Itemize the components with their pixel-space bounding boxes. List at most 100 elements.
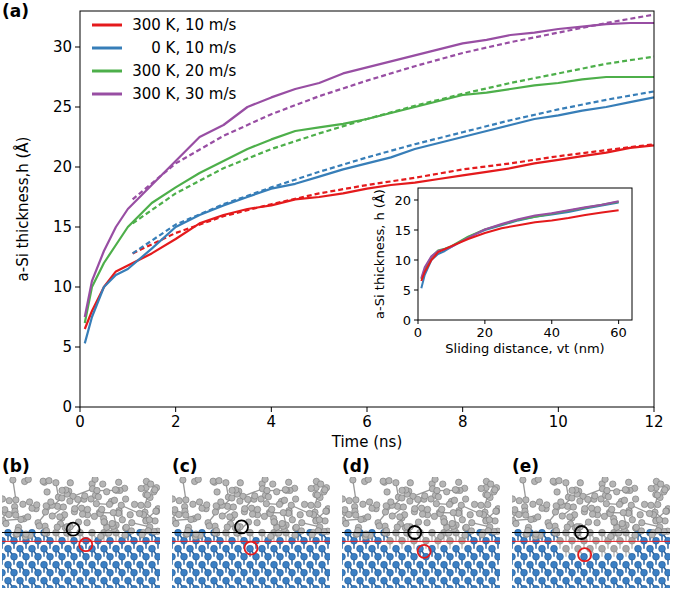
amorphous-atom: [314, 492, 320, 498]
amorphous-atom: [358, 516, 364, 522]
amorphous-atom: [285, 479, 291, 485]
crystal-atom: [47, 569, 54, 576]
amorphous-atom: [262, 477, 268, 482]
crystal-atom: [527, 545, 534, 552]
amorphous-atom: [567, 514, 573, 520]
amorphous-atom: [397, 514, 403, 520]
amorphous-atom: [273, 489, 279, 495]
crystal-atom: [83, 569, 90, 576]
crystal-atom: [477, 577, 484, 584]
amorphous-atom: [608, 533, 614, 539]
crystal-atom: [59, 553, 66, 560]
amorphous-atom: [577, 480, 583, 486]
amorphous-atom: [271, 519, 277, 525]
crystal-atom: [405, 545, 412, 552]
amorphous-atom: [625, 479, 631, 485]
amorphous-atom: [382, 509, 388, 515]
crystal-atom: [587, 577, 594, 584]
amorphous-atom: [478, 485, 484, 491]
amorphous-atom: [99, 506, 105, 512]
y-tick-label: 15: [53, 218, 72, 236]
amorphous-atom: [224, 524, 230, 530]
amorphous-atom: [363, 531, 369, 537]
legend-swatch: [92, 93, 122, 96]
amorphous-atom: [94, 487, 100, 493]
amorphous-atom: [60, 504, 66, 510]
amorphous-atom: [44, 489, 50, 495]
amorphous-atom: [451, 497, 457, 503]
amorphous-atom: [476, 510, 482, 516]
amorphous-atom: [127, 512, 133, 518]
crystal-atom: [569, 553, 576, 560]
amorphous-atom: [263, 501, 269, 507]
crystal-atom: [387, 585, 394, 588]
amorphous-atom: [145, 528, 151, 534]
crystal-atom: [137, 561, 144, 568]
amorphous-atom: [288, 502, 294, 508]
crystal-atom: [411, 585, 418, 588]
amorphous-atom: [492, 518, 498, 524]
amorphous-atom: [110, 509, 116, 515]
amorphous-atom: [393, 480, 399, 486]
amorphous-atom: [111, 497, 117, 503]
crystal-atom: [495, 553, 500, 560]
amorphous-atom: [601, 513, 607, 519]
amorphous-atom: [513, 520, 519, 526]
crystal-atom: [77, 577, 84, 584]
crystal-atom: [35, 585, 42, 588]
crystal-atom: [495, 537, 500, 544]
amorphous-atom: [615, 530, 621, 536]
crystal-atom: [363, 585, 370, 588]
amorphous-atom: [613, 489, 619, 495]
x-tick-label: 12: [644, 413, 663, 431]
crystal-atom: [569, 569, 576, 576]
crystal-atom: [277, 537, 284, 544]
amorphous-atom: [582, 506, 588, 512]
amorphous-atom: [242, 506, 248, 512]
crystal-atom: [149, 545, 156, 552]
crystal-atom: [89, 577, 96, 584]
crystal-atom: [313, 537, 320, 544]
crystal-atom: [5, 577, 12, 584]
crystal-atom: [193, 553, 200, 560]
amorphous-atom: [54, 524, 60, 530]
amorphous-atom: [388, 499, 394, 505]
y-tick-label: 10: [53, 278, 72, 296]
crystal-atom: [653, 585, 660, 588]
crystal-atom: [435, 569, 442, 576]
crystal-atom: [545, 569, 552, 576]
amorphous-atom: [237, 480, 243, 486]
amorphous-atom: [214, 489, 220, 495]
crystal-atom: [29, 561, 36, 568]
y-tick: [75, 347, 80, 348]
crystal-atom: [277, 585, 284, 588]
crystal-atom: [617, 585, 624, 588]
crystal-atom: [155, 537, 160, 544]
crystal-atom: [307, 545, 314, 552]
crystal-atom: [557, 585, 564, 588]
amorphous-atom: [611, 519, 617, 525]
amorphous-atom: [648, 502, 654, 508]
crystal-atom: [205, 553, 212, 560]
amorphous-atom: [269, 506, 275, 512]
crystal-atom: [593, 553, 600, 560]
crystal-atom: [357, 561, 364, 568]
crystal-atom: [375, 553, 382, 560]
crystal-atom: [319, 545, 326, 552]
crystal-atom: [539, 545, 546, 552]
amorphous-atom: [380, 478, 386, 484]
crystal-atom: [217, 537, 224, 544]
amorphous-atom: [122, 496, 128, 502]
amorphous-atom: [556, 477, 562, 483]
crystal-atom: [533, 585, 540, 588]
crystal-atom: [447, 585, 454, 588]
crystal-atom: [351, 553, 358, 560]
crystal-atom: [641, 537, 648, 544]
amorphous-atom: [281, 497, 287, 503]
amorphous-atom: [350, 477, 356, 483]
crystal-atom: [557, 537, 564, 544]
crystal-atom: [453, 561, 460, 568]
crystal-atom: [545, 553, 552, 560]
crystal-atom: [235, 545, 242, 552]
crystal-atom: [423, 569, 430, 576]
